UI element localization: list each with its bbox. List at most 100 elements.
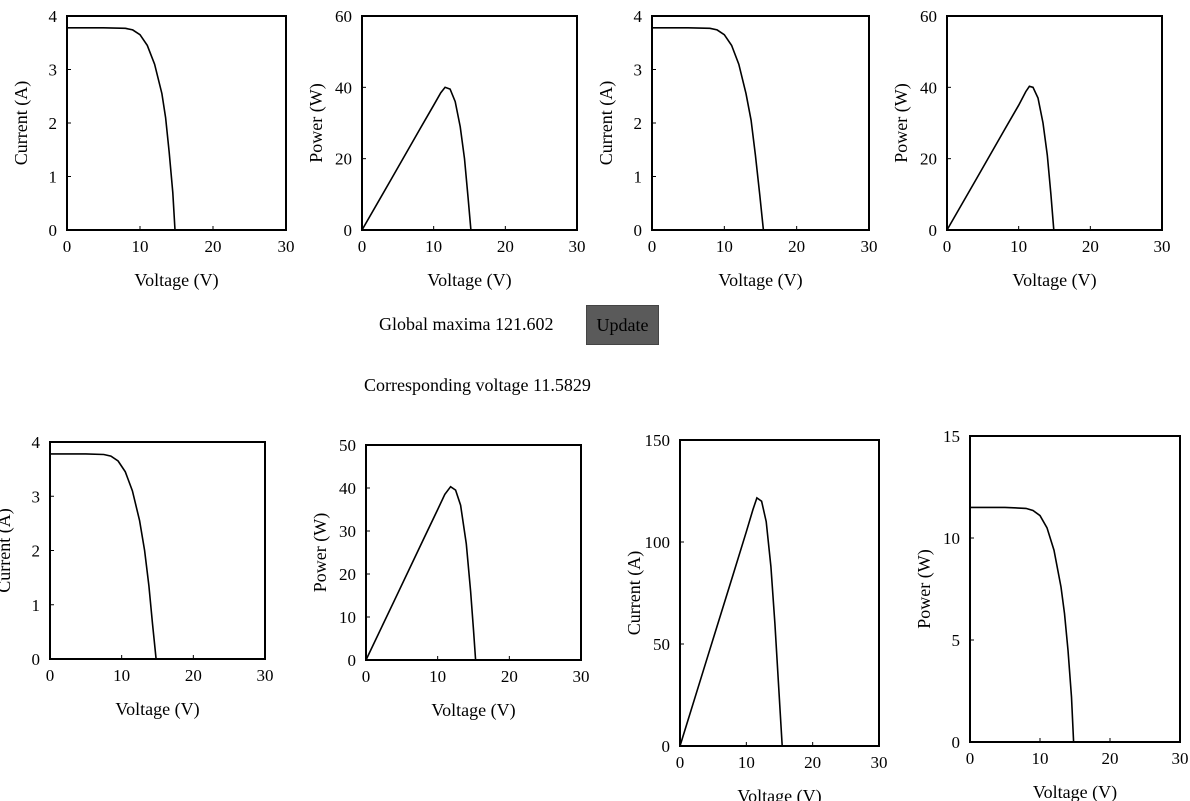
series-line <box>365 485 477 661</box>
chart-5: 0 10 20 30 0 1 2 3 4 Voltage (V) Current (A) <box>0 433 274 720</box>
y-tick-label: 60 <box>920 7 937 26</box>
chart-6: 0 10 20 30 0 10 20 30 40 50 Voltage (V) Power (W) <box>310 436 590 721</box>
y-tick-label: 20 <box>339 565 356 584</box>
y-tick-label: 30 <box>339 522 356 541</box>
series-line <box>652 26 765 231</box>
y-tick-label: 40 <box>920 78 937 97</box>
x-tick-label: 0 <box>676 753 685 772</box>
x-tick-label: 0 <box>648 237 657 256</box>
x-tick-label: 30 <box>1172 749 1189 768</box>
corresponding-voltage-label: Corresponding voltage <box>364 375 529 395</box>
x-tick-label: 30 <box>257 666 274 685</box>
y-tick-label: 0 <box>662 737 671 756</box>
plot-frame <box>969 435 1181 743</box>
x-tick-label: 20 <box>205 237 222 256</box>
x-tick-label: 0 <box>943 237 952 256</box>
chart-3: 0 10 20 30 0 1 2 3 4 Voltage (V) Current (A) <box>596 7 878 291</box>
update-button[interactable]: Update <box>586 305 659 345</box>
x-tick-label: 20 <box>1102 749 1119 768</box>
x-axis-label: Voltage (V) <box>427 270 511 291</box>
chart-4: 0 10 20 30 0 20 40 60 Voltage (V) Power (W) <box>891 7 1171 291</box>
y-axis-label: Current (A) <box>596 81 617 165</box>
y-tick-label: 60 <box>335 7 352 26</box>
y-tick-label: 0 <box>32 650 41 669</box>
x-tick-label: 30 <box>278 237 295 256</box>
x-tick-label: 30 <box>871 753 888 772</box>
y-axis-label: Power (W) <box>914 549 935 628</box>
y-tick-label: 2 <box>32 542 41 561</box>
y-tick-label: 2 <box>634 114 643 133</box>
x-tick-label: 30 <box>573 667 590 686</box>
corresponding-voltage-value: 11.5829 <box>532 375 591 395</box>
plot-frame <box>946 15 1163 231</box>
y-tick-label: 20 <box>920 150 937 169</box>
y-axis-label: Current (A) <box>624 551 645 635</box>
y-tick-label: 3 <box>32 487 41 506</box>
y-tick-label: 5 <box>952 631 961 650</box>
x-tick-label: 10 <box>1032 749 1049 768</box>
x-tick-label: 20 <box>1082 237 1099 256</box>
y-tick-label: 150 <box>645 431 671 450</box>
series-line <box>361 86 472 231</box>
y-tick-label: 50 <box>339 436 356 455</box>
series-line <box>946 85 1055 231</box>
y-tick-label: 1 <box>49 168 58 187</box>
x-tick-label: 10 <box>716 237 733 256</box>
y-axis-label: Current (A) <box>0 508 15 592</box>
x-tick-label: 0 <box>966 749 975 768</box>
x-tick-label: 10 <box>425 237 442 256</box>
series-line <box>67 26 176 231</box>
y-axis-label: Power (W) <box>310 513 331 592</box>
y-tick-label: 3 <box>634 61 643 80</box>
y-axis-label: Current (A) <box>11 81 32 165</box>
series-line <box>50 453 157 660</box>
chart-8: 0 10 20 30 0 5 10 15 Voltage (V) Power (W) <box>914 427 1189 801</box>
y-tick-label: 2 <box>49 114 58 133</box>
x-tick-label: 30 <box>861 237 878 256</box>
y-tick-label: 0 <box>49 221 58 240</box>
series-line <box>679 496 783 747</box>
y-tick-label: 50 <box>653 635 670 654</box>
x-tick-label: 20 <box>497 237 514 256</box>
y-tick-label: 40 <box>339 479 356 498</box>
y-tick-label: 1 <box>634 168 643 187</box>
x-tick-label: 10 <box>132 237 149 256</box>
x-tick-label: 30 <box>569 237 586 256</box>
x-axis-label: Voltage (V) <box>1033 782 1117 801</box>
x-axis-label: Voltage (V) <box>737 786 821 801</box>
y-axis-label: Power (W) <box>891 83 912 162</box>
y-tick-label: 10 <box>339 608 356 627</box>
x-tick-label: 0 <box>358 237 367 256</box>
global-maxima-row: Global maxima 121.602 <box>379 314 553 335</box>
chart-7: 0 10 20 30 0 50 100 150 Voltage (V) Current (A) <box>624 431 888 801</box>
x-tick-label: 10 <box>1010 237 1027 256</box>
y-tick-label: 0 <box>348 651 357 670</box>
x-tick-label: 0 <box>63 237 72 256</box>
global-maxima-value: 121.602 <box>494 314 554 334</box>
plot-frame <box>361 15 578 231</box>
x-tick-label: 0 <box>46 666 55 685</box>
x-tick-label: 0 <box>362 667 371 686</box>
y-tick-label: 4 <box>32 433 41 452</box>
x-axis-label: Voltage (V) <box>1012 270 1096 291</box>
x-axis-label: Voltage (V) <box>718 270 802 291</box>
x-tick-label: 10 <box>113 666 130 685</box>
x-tick-label: 20 <box>501 667 518 686</box>
global-maxima-label: Global maxima <box>379 314 491 334</box>
x-tick-label: 10 <box>429 667 446 686</box>
x-tick-label: 30 <box>1154 237 1171 256</box>
y-tick-label: 0 <box>929 221 938 240</box>
y-tick-label: 0 <box>634 221 643 240</box>
y-tick-label: 100 <box>645 533 671 552</box>
chart-1: 0 10 20 30 0 1 2 3 4 Voltage (V) Current (A) <box>11 7 295 291</box>
x-tick-label: 20 <box>185 666 202 685</box>
x-tick-label: 20 <box>788 237 805 256</box>
plot-frame <box>365 444 582 661</box>
y-axis-label: Power (W) <box>306 83 327 162</box>
plot-frame <box>49 441 266 660</box>
y-tick-label: 15 <box>943 427 960 446</box>
series-line <box>970 506 1075 743</box>
plot-frame <box>66 15 287 231</box>
y-tick-label: 40 <box>335 78 352 97</box>
